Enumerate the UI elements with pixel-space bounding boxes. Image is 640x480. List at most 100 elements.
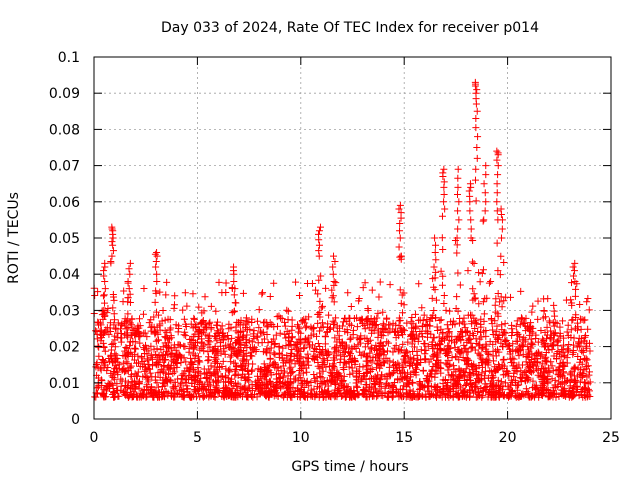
data-point [292, 278, 300, 286]
data-point [305, 313, 313, 321]
data-point [353, 323, 361, 331]
data-point [432, 268, 440, 276]
data-point [278, 315, 286, 323]
data-point [127, 348, 135, 356]
data-point [379, 320, 387, 328]
data-point [110, 393, 118, 401]
data-point [157, 346, 165, 354]
data-point [463, 361, 471, 369]
data-point [136, 339, 144, 347]
data-point [164, 363, 172, 371]
data-point [297, 381, 305, 389]
data-point [480, 317, 488, 325]
data-point [486, 367, 494, 375]
data-point [453, 293, 461, 301]
data-point [404, 338, 412, 346]
data-point [118, 366, 126, 374]
data-point [101, 259, 109, 267]
data-point [493, 327, 501, 335]
data-point [127, 373, 135, 381]
data-point [368, 286, 376, 294]
data-point [357, 332, 365, 340]
data-point [361, 350, 369, 358]
data-point [131, 325, 139, 333]
data-point [340, 353, 348, 361]
data-point [354, 383, 362, 391]
data-point [264, 339, 272, 347]
data-point [116, 325, 124, 333]
data-point [199, 318, 207, 326]
data-point [472, 197, 480, 205]
data-point [289, 384, 297, 392]
data-point [297, 329, 305, 337]
data-point [212, 348, 220, 356]
data-point [541, 328, 549, 336]
data-point [451, 380, 459, 388]
data-point [494, 162, 502, 170]
data-point [300, 345, 308, 353]
data-point [258, 290, 266, 298]
data-point [348, 364, 356, 372]
data-point [282, 334, 290, 342]
data-point [230, 349, 238, 357]
data-point [481, 189, 489, 197]
data-point [455, 356, 463, 364]
data-point [540, 340, 548, 348]
data-point [237, 361, 245, 369]
data-point [482, 357, 490, 365]
data-point [517, 346, 525, 354]
data-point [494, 290, 502, 298]
data-point [463, 389, 471, 397]
data-point [391, 379, 399, 387]
data-point [368, 358, 376, 366]
data-point [538, 351, 546, 359]
data-point [107, 369, 115, 377]
data-point [111, 350, 119, 358]
data-point [528, 339, 536, 347]
data-point [505, 372, 513, 380]
data-point [493, 189, 501, 197]
data-point [408, 324, 416, 332]
data-point [239, 289, 247, 297]
data-point [476, 375, 484, 383]
data-point [471, 176, 479, 184]
data-point [266, 378, 274, 386]
data-point [352, 379, 360, 387]
data-point [200, 383, 208, 391]
data-point [542, 349, 550, 357]
data-point [467, 344, 475, 352]
data-point [267, 344, 275, 352]
data-point [398, 291, 406, 299]
data-point [125, 265, 133, 273]
data-point [316, 351, 324, 359]
data-point [346, 356, 354, 364]
data-point [238, 384, 246, 392]
data-point [415, 280, 423, 288]
data-point [571, 259, 579, 267]
data-point [459, 318, 467, 326]
data-point [221, 350, 229, 358]
data-point [386, 281, 394, 289]
data-point [293, 339, 301, 347]
data-point [479, 266, 487, 274]
data-point [489, 373, 497, 381]
data-point [131, 344, 139, 352]
data-point [430, 263, 438, 271]
data-point [266, 355, 274, 363]
data-point [467, 216, 475, 224]
data-point [170, 301, 178, 309]
data-point [568, 299, 576, 307]
data-point [220, 378, 228, 386]
data-point [568, 368, 576, 376]
data-point [315, 276, 323, 284]
data-point [242, 324, 250, 332]
data-point [495, 393, 503, 401]
data-point [134, 368, 142, 376]
data-point [167, 324, 175, 332]
data-point [437, 391, 445, 399]
data-point [91, 393, 99, 401]
data-point [567, 326, 575, 334]
data-point [126, 259, 134, 267]
data-point [94, 318, 102, 326]
data-point [432, 241, 440, 249]
